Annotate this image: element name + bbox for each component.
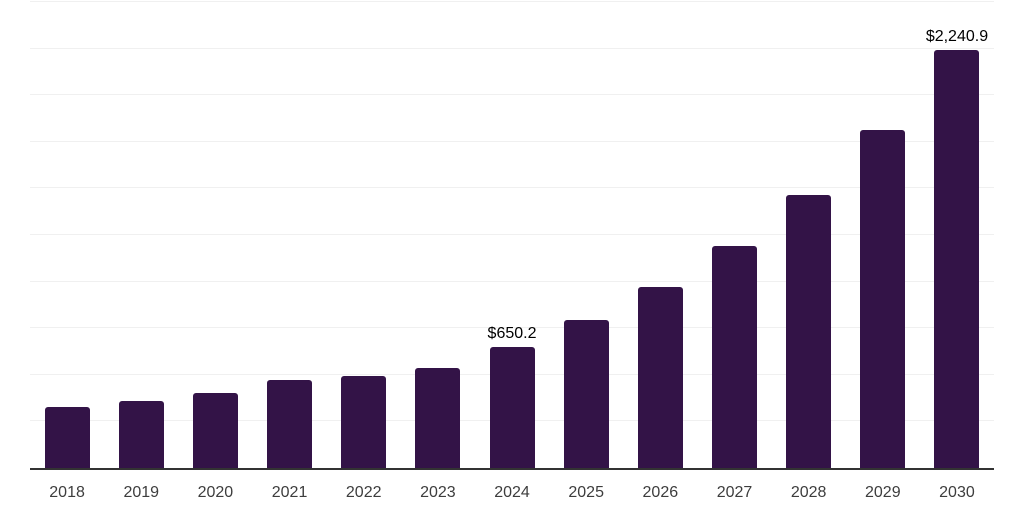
x-tick-2022: 2022 — [345, 484, 382, 501]
bar-band-2021 — [252, 2, 326, 468]
x-tick-2025: 2025 — [568, 484, 604, 501]
bar-2022 — [341, 375, 387, 468]
gridline — [30, 47, 994, 49]
bar-band-2024: $650.2 — [475, 2, 549, 468]
x-tick-2028: 2028 — [790, 484, 827, 501]
plot-area: $650.2 $2,240.9 — [30, 1, 994, 470]
x-tick-2020: 2020 — [197, 484, 234, 501]
bar-band-2023 — [401, 2, 475, 468]
x-tick-2019: 2019 — [123, 484, 160, 501]
x-tick-2018: 2018 — [49, 484, 85, 501]
bar-band-2030: $2,240.9 — [920, 2, 994, 468]
x-tick-2024: 2024 — [494, 484, 530, 501]
bar-band-2020 — [178, 2, 252, 468]
bar-2023 — [415, 367, 461, 468]
gridline — [30, 187, 994, 189]
bar-band-2022 — [327, 2, 401, 468]
gridline — [30, 1, 994, 2]
bar-2018 — [44, 407, 90, 468]
bar-band-2026 — [623, 2, 697, 468]
bar-band-2018 — [30, 2, 104, 468]
bar-band-2029 — [846, 2, 920, 468]
bar-2027 — [711, 245, 757, 468]
bar-2029 — [860, 130, 906, 468]
gridline — [30, 234, 994, 235]
bar-2019 — [118, 401, 164, 468]
data-label-2030: $2,240.9 — [925, 28, 989, 46]
bar-band-2019 — [104, 2, 178, 468]
x-axis-labels: 2018 2019 2020 2021 2022 2023 2024 2025 2026 2027… — [30, 472, 994, 512]
bar-2025 — [563, 320, 609, 468]
bar-band-2028 — [772, 2, 846, 468]
bar-2030: $2,240.9 — [926, 28, 988, 468]
gridline — [30, 94, 994, 96]
gridline — [30, 280, 994, 282]
x-tick-2027: 2027 — [716, 484, 753, 501]
bar-2024: $650.2 — [488, 325, 536, 468]
bar-2026 — [637, 287, 683, 468]
bar-band-2027 — [697, 2, 771, 468]
bars-container: $650.2 $2,240.9 — [30, 2, 994, 468]
data-label-2024: $650.2 — [487, 324, 537, 342]
gridline — [30, 327, 994, 329]
bar-2020 — [192, 393, 238, 468]
x-tick-2023: 2023 — [420, 484, 456, 501]
x-tick-2029: 2029 — [865, 484, 901, 501]
x-tick-2030: 2030 — [939, 484, 975, 501]
bar-band-2025 — [549, 2, 623, 468]
x-tick-2021: 2021 — [271, 484, 308, 501]
gridline — [30, 140, 994, 142]
bar-2028 — [786, 194, 832, 468]
bar-2021 — [267, 379, 313, 468]
x-tick-2026: 2026 — [642, 484, 679, 501]
